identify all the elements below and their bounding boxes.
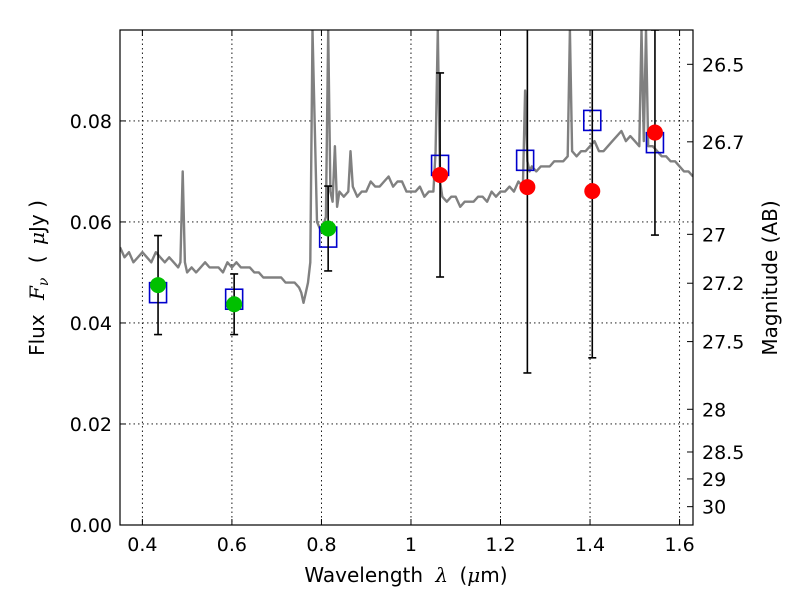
mag-tick-label: 26.7 — [702, 132, 744, 154]
y2-axis-label: Magnitude (AB) — [758, 200, 782, 355]
x-tick-label: 1.6 — [664, 534, 694, 556]
measured-point-green — [226, 296, 243, 313]
plot-area — [120, 30, 693, 374]
y-axis-label: Flux Fν ( μJy ) — [25, 200, 53, 356]
model-band-square — [515, 149, 535, 172]
measured-point-red — [646, 124, 663, 141]
y-tick-label: 0.02 — [70, 414, 112, 436]
mag-tick-label: 28.5 — [702, 442, 744, 464]
y-tick-label: 0.00 — [70, 515, 112, 537]
x-tick-label: 1.2 — [485, 534, 515, 556]
mag-tick-label: 27.2 — [702, 273, 744, 295]
y-tick-label: 0.08 — [70, 111, 112, 133]
x-tick-label: 1 — [405, 534, 417, 556]
x-tick-label: 1.4 — [575, 534, 605, 556]
measured-point-green — [150, 277, 167, 294]
x-axis-label: Wavelength λ (μm) — [304, 563, 507, 587]
plot-frame — [119, 29, 694, 526]
tick-layer: 0.4 0.6 0.8 1 1.2 1.4 1.6 0.00 0.02 0.04 0.06 0.08 2… — [70, 30, 744, 556]
measured-point-red — [432, 166, 449, 183]
model-spectrum-line — [120, 30, 693, 304]
y-tick-label: 0.04 — [70, 313, 112, 335]
y-tick-label: 0.06 — [70, 212, 112, 234]
mag-tick-label: 29 — [702, 469, 726, 491]
mag-tick-label: 30 — [702, 497, 726, 519]
mag-tick-label: 27 — [702, 224, 726, 246]
mag-tick-label: 26.5 — [702, 54, 744, 76]
x-tick-label: 0.8 — [306, 534, 336, 556]
mag-tick-label: 27.5 — [702, 332, 744, 354]
measured-point-green — [320, 220, 337, 237]
x-tick-label: 0.6 — [217, 534, 247, 556]
mag-tick-label: 28 — [702, 399, 726, 421]
measured-point-red — [519, 179, 536, 196]
measured-point-red — [584, 183, 601, 200]
x-tick-label: 0.4 — [127, 534, 157, 556]
grid-layer — [120, 30, 693, 525]
